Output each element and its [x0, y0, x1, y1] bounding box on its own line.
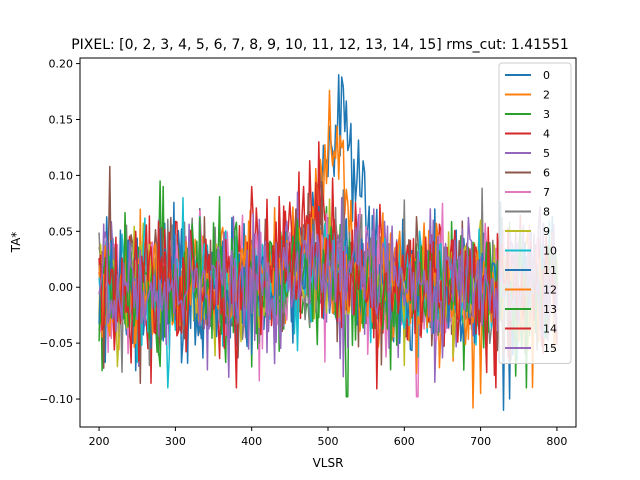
legend-label: 10	[543, 245, 557, 258]
x-tick-label: 600	[394, 435, 415, 448]
legend-label: 4	[543, 128, 550, 141]
chart-title: PIXEL: [0, 2, 3, 4, 5, 6, 7, 8, 9, 10, 1…	[71, 37, 569, 53]
legend-label: 6	[543, 167, 550, 180]
y-tick-label: 0.00	[49, 281, 74, 294]
legend-label: 7	[543, 186, 550, 199]
y-tick-label: −0.05	[39, 337, 73, 350]
x-axis: 200 300 400 500 600 700 800	[89, 427, 567, 448]
legend-box	[498, 62, 572, 364]
x-axis-label: VLSR	[313, 456, 344, 470]
legend-label: 13	[543, 303, 557, 316]
series-layer	[98, 74, 558, 411]
series-line-15	[98, 197, 558, 379]
legend-label: 11	[543, 264, 557, 277]
y-axis-label: TA*	[9, 232, 23, 254]
y-tick-label: 0.20	[49, 58, 74, 71]
x-tick-label: 300	[165, 435, 186, 448]
legend-label: 2	[543, 89, 550, 102]
y-tick-label: −0.10	[39, 393, 73, 406]
legend-label: 8	[543, 206, 550, 219]
x-tick-label: 700	[470, 435, 491, 448]
legend-label: 12	[543, 284, 557, 297]
x-tick-label: 500	[318, 435, 339, 448]
x-tick-label: 400	[241, 435, 262, 448]
y-tick-label: 0.15	[49, 114, 74, 127]
legend-label: 0	[543, 69, 550, 82]
legend-label: 3	[543, 108, 550, 121]
y-axis: −0.10 −0.05 0.00 0.05 0.10 0.15 0.20	[39, 58, 80, 406]
legend-label: 15	[543, 342, 557, 355]
legend-label: 14	[543, 323, 557, 336]
y-tick-label: 0.05	[49, 225, 74, 238]
x-tick-label: 200	[89, 435, 110, 448]
legend-label: 9	[543, 225, 550, 238]
legend-label: 5	[543, 147, 550, 160]
y-tick-label: 0.10	[49, 169, 74, 182]
series-line-12	[98, 207, 558, 395]
x-tick-label: 800	[546, 435, 567, 448]
legend: 0 2 3 4 5 6 7 8 9 10 11 12 13 14 15	[498, 62, 572, 364]
